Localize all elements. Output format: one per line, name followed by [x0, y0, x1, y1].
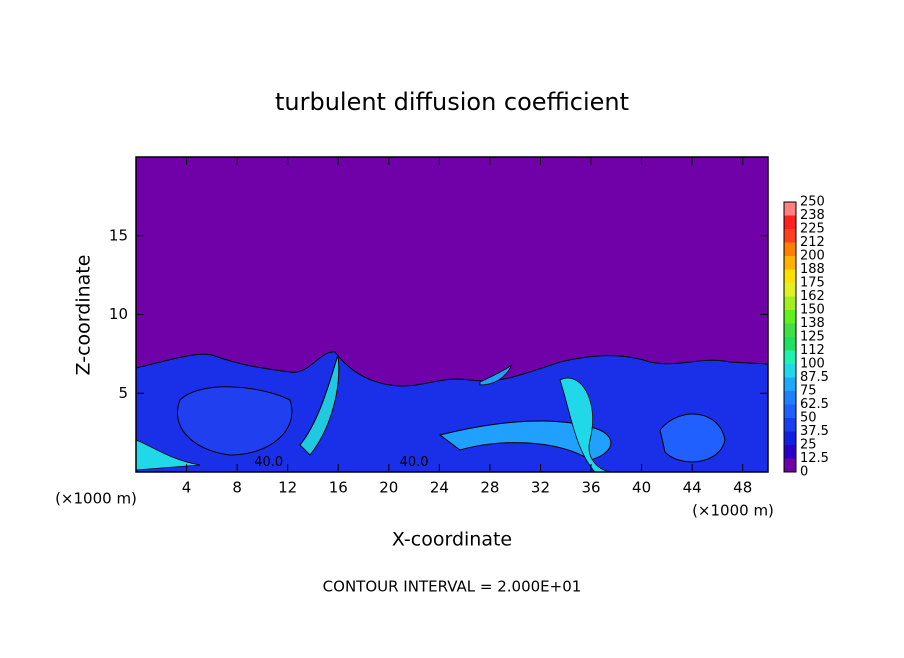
colorbar-frame	[783, 201, 797, 473]
colorbar-label: 200	[800, 249, 825, 264]
x-tick-label: 36	[581, 479, 600, 497]
colorbar-label: 100	[800, 357, 825, 372]
colorbar-label: 212	[800, 235, 825, 250]
colorbar-swatch	[784, 296, 796, 310]
colorbar-label: 225	[800, 222, 825, 237]
colorbar-swatch	[784, 431, 796, 445]
chart-title: turbulent diffusion coefficient	[275, 88, 629, 116]
colorbar-label: 25	[800, 438, 817, 453]
colorbar-swatch	[784, 458, 796, 472]
y-tick-label: 15	[109, 226, 128, 244]
y-unit: (×1000 m)	[55, 490, 137, 508]
colorbar-swatch	[784, 364, 796, 378]
colorbar-label: 62.5	[800, 397, 829, 412]
x-axis-label: X-coordinate	[392, 529, 512, 551]
colorbar-label: 250	[800, 195, 825, 210]
x-tick-label: 24	[430, 479, 449, 497]
footer: CONTOUR INTERVAL = 2.000E+01	[323, 578, 582, 596]
x-unit: (×1000 m)	[692, 502, 774, 520]
contour-label: 40.0	[400, 455, 429, 470]
colorbar-label: 162	[800, 289, 825, 304]
colorbar-label: 87.5	[800, 370, 829, 385]
colorbar-label: 12.5	[800, 451, 829, 466]
colorbar-swatch	[784, 404, 796, 418]
colorbar-swatch	[784, 242, 796, 256]
colorbar-label: 138	[800, 316, 825, 331]
x-tick-label: 48	[733, 479, 752, 497]
colorbar-label: 188	[800, 262, 825, 277]
colorbar-label: 0	[800, 465, 808, 480]
colorbar-swatch	[784, 283, 796, 297]
colorbar-swatch	[784, 269, 796, 283]
x-tick-label: 28	[480, 479, 499, 497]
y-tick-label: 5	[118, 384, 128, 402]
x-tick-label: 40	[632, 479, 651, 497]
colorbar-label: 175	[800, 276, 825, 291]
colorbar-swatch	[784, 229, 796, 243]
colorbar-label: 125	[800, 330, 825, 345]
contour-label: 40.0	[254, 455, 283, 470]
colorbar-label: 112	[800, 343, 825, 358]
colorbar-label: 37.5	[800, 424, 829, 439]
x-tick-label: 12	[278, 479, 297, 497]
colorbar-swatch	[784, 391, 796, 405]
colorbar-swatch	[784, 202, 796, 216]
colorbar-label: 50	[800, 411, 817, 426]
y-tick-label: 10	[109, 305, 128, 323]
colorbar-swatch	[784, 215, 796, 229]
colorbar-swatch	[784, 377, 796, 391]
y-axis-label: Z-coordinate	[73, 255, 95, 376]
colorbar-label: 150	[800, 303, 825, 318]
colorbar-swatch	[784, 337, 796, 351]
x-tick-label: 4	[182, 479, 192, 497]
colorbar-swatch	[784, 256, 796, 270]
x-tick-label: 32	[531, 479, 550, 497]
colorbar-swatch	[784, 310, 796, 324]
colorbar-swatch	[784, 445, 796, 459]
x-tick-label: 8	[232, 479, 242, 497]
field	[135, 157, 769, 473]
colorbar-swatch	[784, 350, 796, 364]
colorbar-swatch	[784, 323, 796, 337]
x-tick-label: 20	[379, 479, 398, 497]
x-tick-label: 16	[329, 479, 348, 497]
colorbar-label: 75	[800, 384, 817, 399]
x-tick-label: 44	[683, 479, 702, 497]
colorbar-label: 238	[800, 208, 825, 223]
colorbar-swatch	[784, 418, 796, 432]
